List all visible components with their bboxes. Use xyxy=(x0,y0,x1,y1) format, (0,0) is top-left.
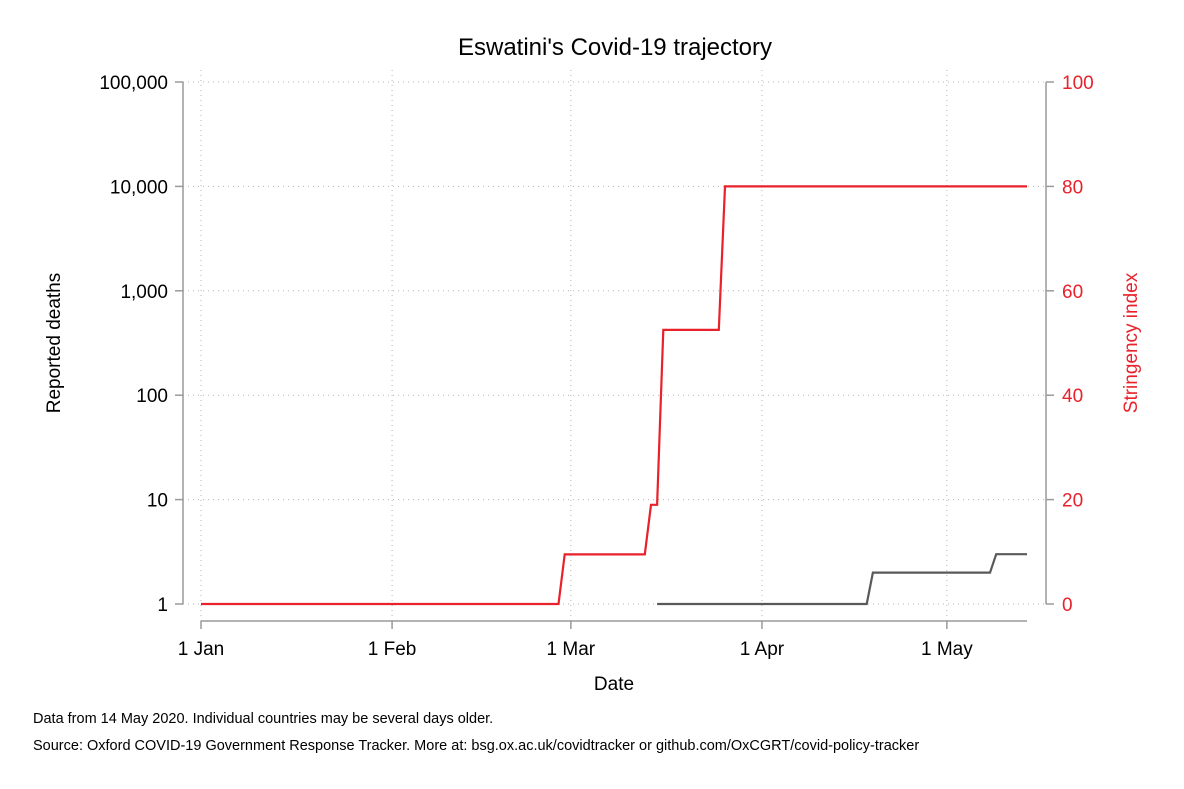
y-right-tick-label: 40 xyxy=(1062,386,1083,407)
y-right-tick-label: 100 xyxy=(1062,73,1094,94)
x-tick-label: 1 Apr xyxy=(740,639,785,660)
data-note: Data from 14 May 2020. Individual countr… xyxy=(33,711,494,727)
y-left-tick-label: 100,000 xyxy=(99,73,168,94)
axes: 1 10 100 1,000 10,000 100,000 0 20 40 60 80 100 1 Ja… xyxy=(99,73,1093,660)
x-tick-label: 1 Mar xyxy=(547,639,596,660)
y-axis-left-label: Reported deaths xyxy=(44,273,65,414)
y-left-tick-label: 1 xyxy=(157,595,168,616)
y-left-tick-label: 10 xyxy=(147,491,168,512)
y-right-tick-label: 60 xyxy=(1062,282,1083,303)
chart: Eswatini's Covid-19 trajectory 1 10 100 1,0… xyxy=(44,34,1142,695)
y-left-tick-label: 1,000 xyxy=(120,282,168,303)
reported-deaths-line xyxy=(657,553,1027,606)
y-left-tick-label: 10,000 xyxy=(110,177,168,198)
chart-title: Eswatini's Covid-19 trajectory xyxy=(458,34,772,61)
stringency-index-line xyxy=(201,185,1027,606)
y-right-tick-label: 0 xyxy=(1062,595,1073,616)
grid xyxy=(183,70,1046,621)
y-right-tick-label: 20 xyxy=(1062,491,1083,512)
x-axis-label: Date xyxy=(594,674,634,695)
y-axis-right-label: Stringency index xyxy=(1121,272,1142,413)
x-tick-label: 1 Jan xyxy=(178,639,224,660)
x-tick-label: 1 May xyxy=(921,639,973,660)
series-layer xyxy=(201,185,1027,606)
source-note: Source: Oxford COVID-19 Government Respo… xyxy=(33,738,920,754)
x-tick-label: 1 Feb xyxy=(368,639,417,660)
y-right-tick-label: 80 xyxy=(1062,177,1083,198)
y-left-tick-label: 100 xyxy=(136,386,168,407)
